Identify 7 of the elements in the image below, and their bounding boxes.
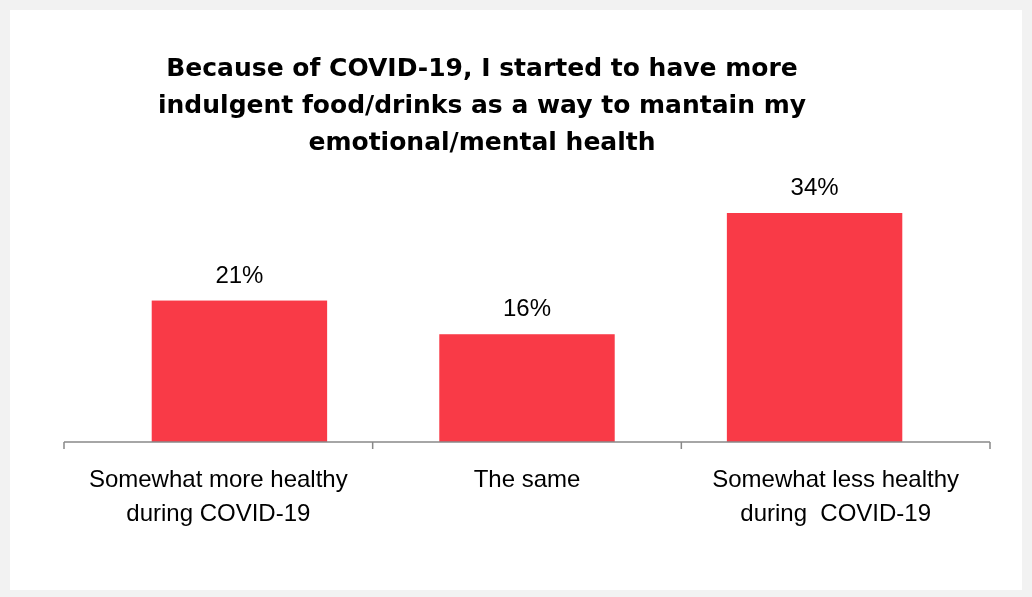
data-label: 21% <box>215 260 264 288</box>
data-label: 16% <box>502 294 552 322</box>
x-tick-label: Somewhat more healthy during COVID-19 <box>88 465 348 526</box>
x-tick-label: Somewhat less healthy during COVID-19 <box>712 465 960 526</box>
chart-title: Because of COVID-19, I started to have more indulgent food/drinks as a way to mantain my emotional/mental health <box>158 53 806 156</box>
x-tick-label: The same <box>473 465 581 492</box>
data-label: 34% <box>790 173 839 200</box>
